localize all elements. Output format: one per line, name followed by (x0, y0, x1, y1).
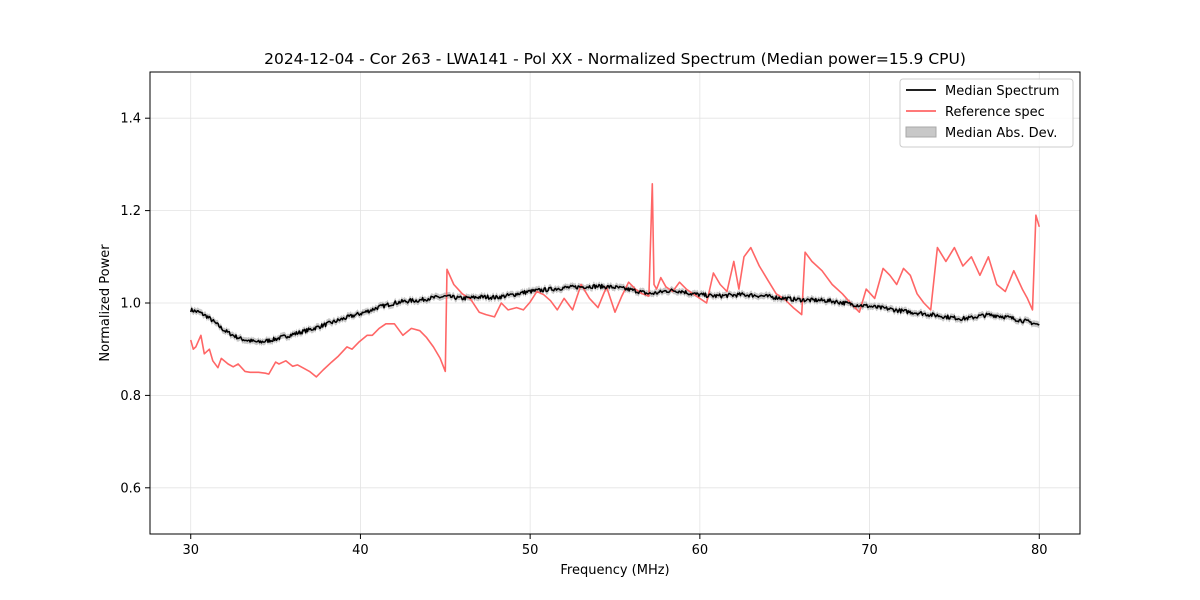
y-tick-label: 1.4 (120, 112, 141, 127)
reference-spec-line (189, 183, 1041, 378)
y-tick-label: 0.6 (120, 481, 141, 496)
x-tick-label: 30 (182, 543, 199, 558)
legend-box (899, 78, 1074, 148)
x-tick-label: 40 (352, 543, 369, 558)
x-tick-label: 80 (1031, 543, 1048, 558)
x-axis-label: Frequency (MHz) (560, 563, 669, 578)
legend-median-label: Median Spectrum (945, 84, 1059, 99)
legend-reference-label: Reference spec (945, 105, 1045, 120)
x-axis-ticks: 30 40 50 60 70 80 (182, 534, 1048, 558)
chart-title: 2024-12-04 - Cor 263 - LWA141 - Pol XX -… (264, 50, 966, 68)
reference-series-layer (189, 183, 1041, 378)
median-series-layer (189, 283, 1040, 344)
x-tick-label: 70 (861, 543, 878, 558)
median-spectrum-line (189, 283, 1040, 344)
y-axis-label: Normalized Power (98, 244, 113, 362)
y-tick-label: 1.2 (120, 204, 141, 219)
x-tick-label: 50 (522, 543, 539, 558)
legend-mad-label: Median Abs. Dev. (945, 126, 1057, 141)
y-tick-label: 0.8 (120, 389, 141, 404)
x-tick-label: 60 (692, 543, 709, 558)
legend-mad-swatch (905, 126, 937, 138)
y-tick-label: 1.0 (120, 297, 141, 312)
legend: Median Spectrum Reference spec Median Ab… (899, 78, 1074, 148)
y-axis-ticks: 0.6 0.8 1.0 1.2 1.4 (120, 112, 150, 496)
